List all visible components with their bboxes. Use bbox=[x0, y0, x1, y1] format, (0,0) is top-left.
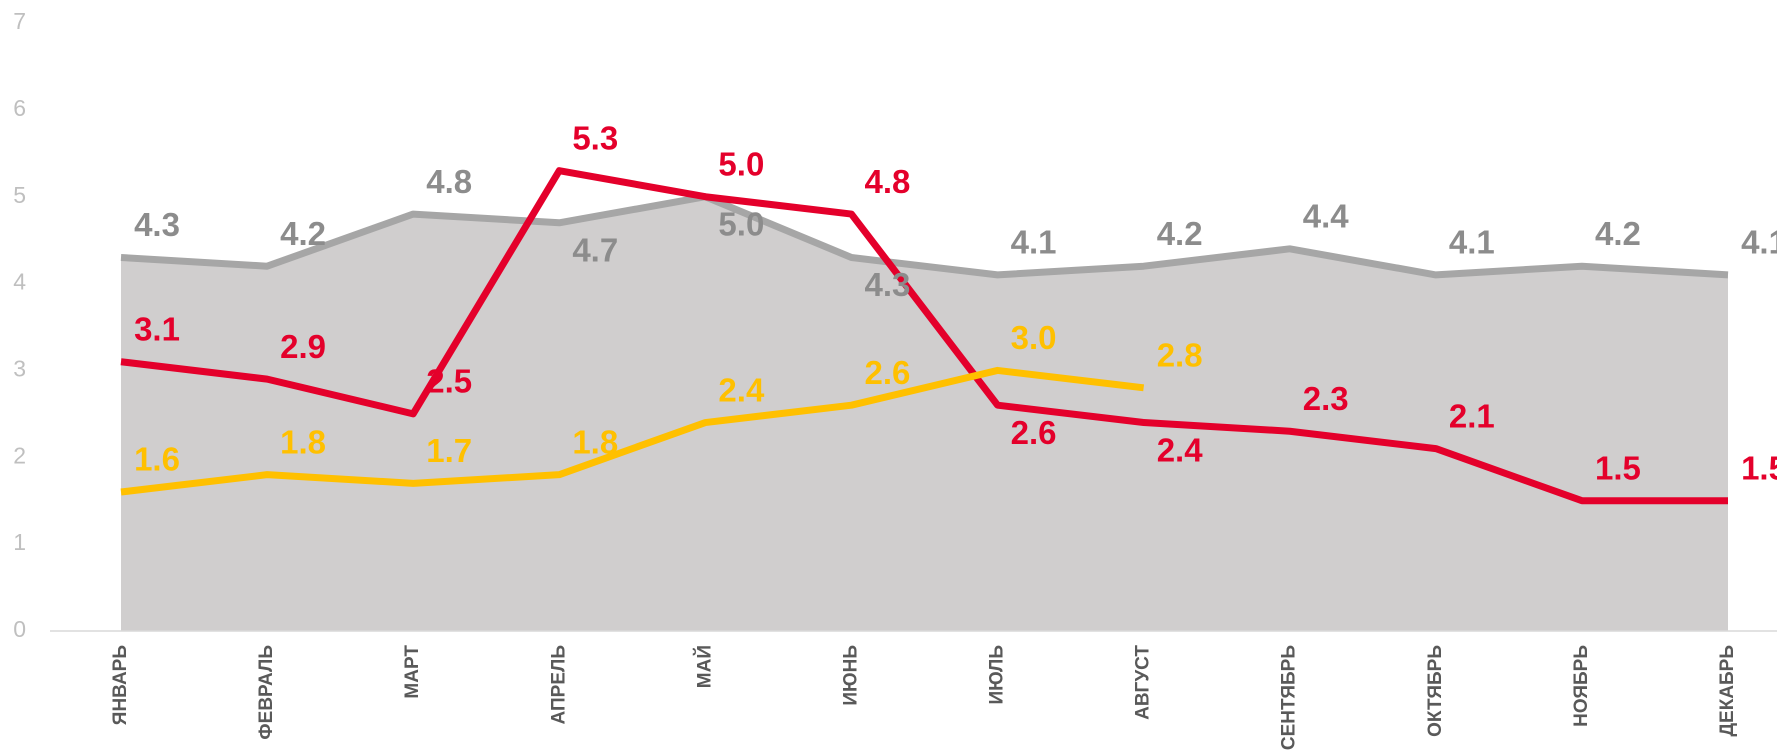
data-label: 2.6 bbox=[865, 354, 911, 391]
data-label: 4.8 bbox=[865, 163, 911, 200]
data-label: 5.0 bbox=[718, 145, 764, 182]
data-label: 4.1 bbox=[1011, 224, 1057, 261]
x-tick-label: СЕНТЯБРЬ bbox=[1279, 645, 1300, 750]
data-label: 5.3 bbox=[572, 119, 618, 156]
y-tick-label: 0 bbox=[13, 616, 26, 642]
x-tick-label: МАРТ bbox=[402, 645, 423, 699]
data-label: 4.4 bbox=[1303, 198, 1350, 235]
x-tick-label: ДЕКАБРЬ bbox=[1717, 645, 1738, 737]
data-label: 4.3 bbox=[865, 266, 911, 303]
data-label: 2.8 bbox=[1157, 337, 1203, 374]
y-tick-label: 6 bbox=[13, 95, 26, 121]
data-label: 2.3 bbox=[1303, 380, 1349, 417]
data-label: 2.6 bbox=[1011, 414, 1057, 451]
data-label: 4.2 bbox=[1595, 215, 1641, 252]
y-tick-label: 5 bbox=[13, 182, 26, 208]
data-label: 1.5 bbox=[1741, 449, 1777, 486]
data-label: 1.8 bbox=[572, 423, 618, 460]
data-label: 2.4 bbox=[1157, 431, 1204, 468]
data-label: 1.5 bbox=[1595, 449, 1641, 486]
data-label: 4.8 bbox=[426, 163, 472, 200]
data-label: 3.0 bbox=[1011, 319, 1057, 356]
data-label: 4.2 bbox=[1157, 215, 1203, 252]
line bbox=[120, 167, 1728, 505]
data-label: 4.1 bbox=[1449, 224, 1495, 261]
x-tick-label: НОЯБРЬ bbox=[1571, 645, 1592, 727]
y-tick-label: 4 bbox=[13, 269, 26, 295]
data-label: 3.1 bbox=[134, 310, 180, 347]
x-tick-label: ИЮНЬ bbox=[840, 645, 861, 706]
line bbox=[120, 193, 1729, 279]
y-tick-label: 1 bbox=[13, 529, 26, 555]
x-tick-label: МАЙ bbox=[693, 645, 715, 688]
data-label: 2.1 bbox=[1449, 397, 1495, 434]
x-tick-label: ИЮЛЬ bbox=[987, 645, 1008, 705]
data-label: 1.7 bbox=[426, 432, 472, 469]
data-label: 1.8 bbox=[280, 423, 326, 460]
x-tick-label: ОКТЯБРЬ bbox=[1425, 645, 1446, 737]
x-tick-label: ФЕВРАЛЬ bbox=[256, 645, 277, 740]
y-tick-label: 3 bbox=[13, 356, 26, 382]
data-label: 4.1 bbox=[1741, 224, 1777, 261]
x-tick-label: АВГУСТ bbox=[1133, 645, 1154, 720]
x-tick-label: АПРЕЛЬ bbox=[548, 645, 569, 724]
y-tick-label: 7 bbox=[13, 8, 26, 34]
data-label: 2.9 bbox=[280, 328, 326, 365]
data-label: 2.5 bbox=[426, 363, 472, 400]
y-tick-label: 2 bbox=[13, 442, 26, 468]
data-label: 4.7 bbox=[572, 231, 618, 268]
x-tick-label: ЯНВАРЬ bbox=[110, 645, 131, 725]
data-label: 5.0 bbox=[718, 205, 764, 242]
data-label: 1.6 bbox=[134, 441, 180, 478]
data-label: 2.4 bbox=[718, 371, 765, 408]
data-label: 4.3 bbox=[134, 206, 180, 243]
data-label: 4.2 bbox=[280, 215, 326, 252]
line bbox=[120, 366, 1145, 496]
area bbox=[121, 196, 1728, 631]
